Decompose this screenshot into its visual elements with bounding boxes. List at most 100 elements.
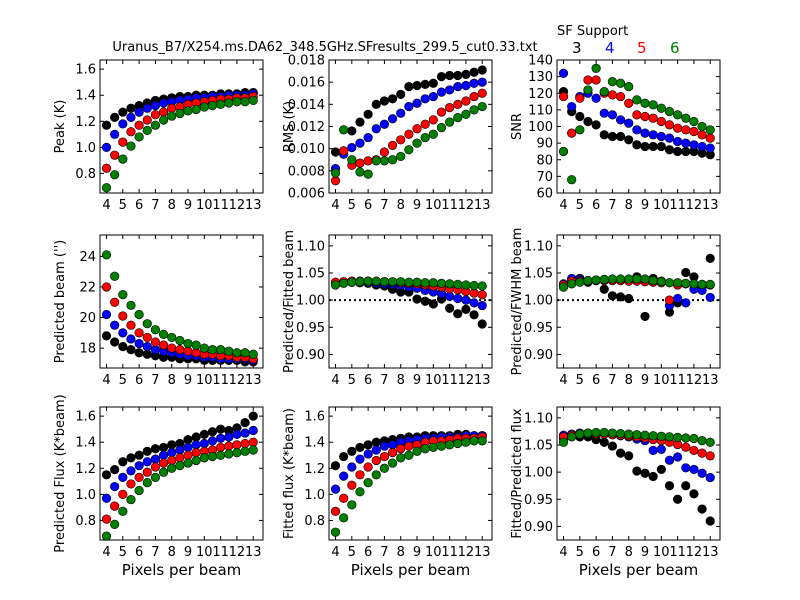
data-point: [705, 451, 715, 461]
series-6: [101, 250, 258, 359]
data-point: [689, 433, 699, 444]
y-tick-label: 0.8: [75, 514, 96, 529]
data-point: [142, 349, 152, 359]
data-point: [404, 81, 414, 92]
data-point: [339, 471, 349, 481]
x-tick-label: 10: [196, 198, 213, 213]
data-point: [632, 466, 642, 476]
data-point: [126, 112, 136, 122]
data-point: [396, 277, 406, 287]
data-point: [216, 450, 226, 460]
data-point: [461, 69, 471, 80]
y-tick-label: 1.10: [524, 239, 553, 254]
data-point: [567, 279, 577, 289]
data-point: [599, 284, 609, 294]
data-point: [697, 121, 707, 132]
data-point: [615, 131, 626, 142]
data-point: [428, 299, 438, 309]
data-point: [387, 458, 398, 468]
y-tick-label: 1.4: [304, 436, 325, 451]
data-point: [705, 279, 715, 290]
x-tick-label: 10: [425, 198, 442, 213]
y-tick-label: 0.8: [75, 167, 96, 182]
data-point: [387, 140, 398, 150]
data-point: [363, 462, 373, 472]
data-point: [379, 96, 390, 106]
data-point: [224, 346, 234, 356]
x-tick-label: 7: [608, 198, 616, 213]
data-point: [330, 461, 341, 471]
y-tick-label: 1.2: [75, 115, 96, 130]
figure-title: Uranus_B7/X254.ms.DA62_348.5GHz.SFresult…: [112, 40, 537, 55]
data-point: [207, 451, 218, 462]
data-point: [599, 130, 609, 140]
x-tick-label: 10: [653, 198, 670, 213]
x-tick-label: 11: [441, 373, 458, 388]
data-point: [640, 430, 650, 440]
data-point: [101, 183, 112, 193]
data-point: [232, 348, 242, 358]
x-tick-label: 10: [425, 545, 442, 560]
data-point: [175, 445, 185, 455]
data-point: [583, 75, 593, 85]
data-point: [664, 120, 675, 130]
data-point: [575, 429, 585, 439]
data-point: [404, 145, 414, 155]
data-point: [142, 103, 152, 113]
data-point: [191, 340, 201, 350]
data-point: [607, 131, 618, 142]
data-point: [371, 470, 381, 480]
data-point: [648, 130, 658, 140]
y-tick-label: 70: [536, 170, 553, 185]
data-point: [697, 504, 707, 514]
data-point: [118, 472, 128, 483]
series-6: [558, 63, 715, 185]
data-point: [453, 279, 463, 290]
data-point: [158, 458, 169, 468]
data-point: [673, 278, 683, 288]
data-point: [150, 120, 161, 130]
x-tick-label: 12: [229, 198, 246, 213]
x-tick-label: 7: [380, 545, 388, 560]
y-tick-label: 90: [536, 137, 553, 152]
data-point: [689, 279, 699, 289]
x-tick-label: 7: [151, 373, 159, 388]
x-tick-label: 6: [592, 198, 600, 213]
data-point: [248, 95, 258, 106]
x-tick-label: 5: [348, 373, 356, 388]
data-point: [118, 506, 128, 516]
data-point: [673, 136, 683, 147]
axes-frame: [556, 406, 721, 541]
data-point: [339, 146, 349, 156]
data-point: [240, 438, 250, 449]
data-point: [558, 68, 569, 78]
data-point: [599, 86, 609, 97]
x-tick-label: 10: [653, 545, 670, 560]
data-point: [477, 300, 487, 311]
y-tick-label: 1.4: [75, 89, 96, 104]
data-point: [224, 432, 234, 442]
y-tick-label: 1.6: [75, 63, 96, 78]
data-point: [347, 155, 357, 165]
data-point: [371, 455, 381, 466]
data-point: [615, 274, 626, 284]
y-tick-label: 0.010: [288, 142, 325, 157]
data-point: [110, 320, 120, 330]
x-tick-label: 13: [702, 198, 719, 213]
data-point: [624, 81, 634, 92]
data-point: [330, 176, 341, 186]
data-point: [607, 110, 618, 120]
y-tick-label: 120: [528, 87, 553, 102]
y-tick-label: 1.05: [524, 439, 553, 454]
data-point: [599, 274, 609, 285]
data-point: [640, 141, 650, 152]
data-point: [673, 110, 683, 120]
x-tick-label: 4: [559, 198, 567, 213]
series-6: [330, 101, 487, 179]
data-point: [445, 440, 455, 450]
data-point: [461, 80, 471, 91]
data-point: [110, 271, 120, 281]
data-point: [615, 115, 626, 125]
data-point: [673, 432, 683, 443]
data-point: [207, 436, 218, 446]
